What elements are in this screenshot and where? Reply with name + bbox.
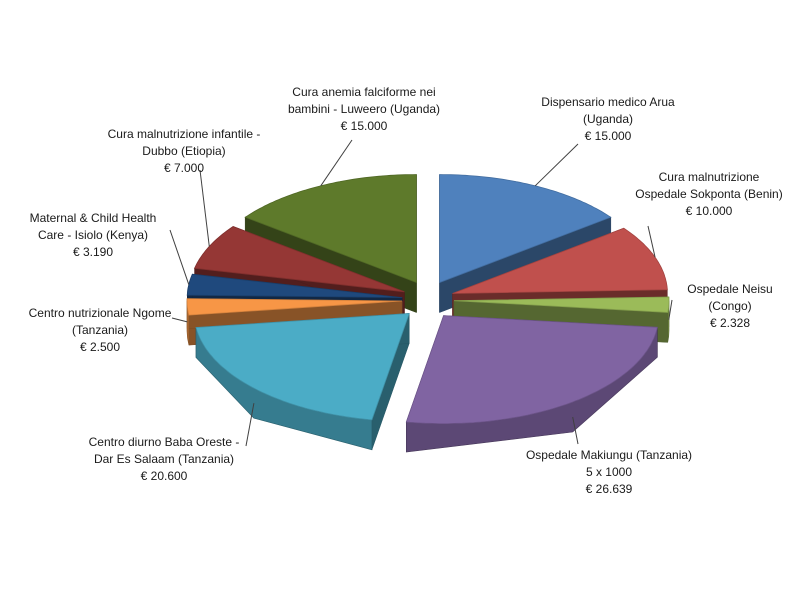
label-sokponta: Cura malnutrizione Ospedale Sokponta (Be… xyxy=(635,170,783,218)
leader-lines xyxy=(169,139,673,447)
slice-ngome xyxy=(186,298,403,316)
leader-line-ngome xyxy=(171,317,188,323)
leader-line-arua xyxy=(534,143,579,187)
label-arua: Dispensario medico Arua (Uganda) € 15.00… xyxy=(541,95,675,143)
label-ngome: Centro nutrizionale Ngome (Tanzania) € 2… xyxy=(28,306,172,354)
slice-baba xyxy=(195,313,410,421)
label-dubbo: Cura malnutrizione infantile - Dubbo (Et… xyxy=(107,127,261,175)
leader-line-makiungu xyxy=(572,416,579,445)
slice-tops xyxy=(186,174,670,424)
label-baba: Centro diurno Baba Oreste - Dar Es Salaa… xyxy=(88,435,240,483)
leader-line-luweero xyxy=(320,139,353,187)
leader-line-isiolo xyxy=(169,229,190,285)
slice-makiungu xyxy=(405,315,658,424)
leader-line-neisu xyxy=(668,299,673,320)
label-isiolo: Maternal & Child Health Care - Isiolo (K… xyxy=(29,211,157,259)
slice-neisu xyxy=(453,296,670,313)
label-luweero: Cura anemia falciforme nei bambini - Luw… xyxy=(287,85,441,133)
leader-line-dubbo xyxy=(199,169,210,247)
leader-line-baba xyxy=(245,403,255,447)
label-makiungu: Ospedale Makiungu (Tanzania) 5 x 1000 € … xyxy=(525,448,693,496)
leader-line-sokponta xyxy=(647,225,656,258)
slice-arua xyxy=(439,174,612,284)
label-neisu: Ospedale Neisu (Congo) € 2.328 xyxy=(687,282,773,330)
